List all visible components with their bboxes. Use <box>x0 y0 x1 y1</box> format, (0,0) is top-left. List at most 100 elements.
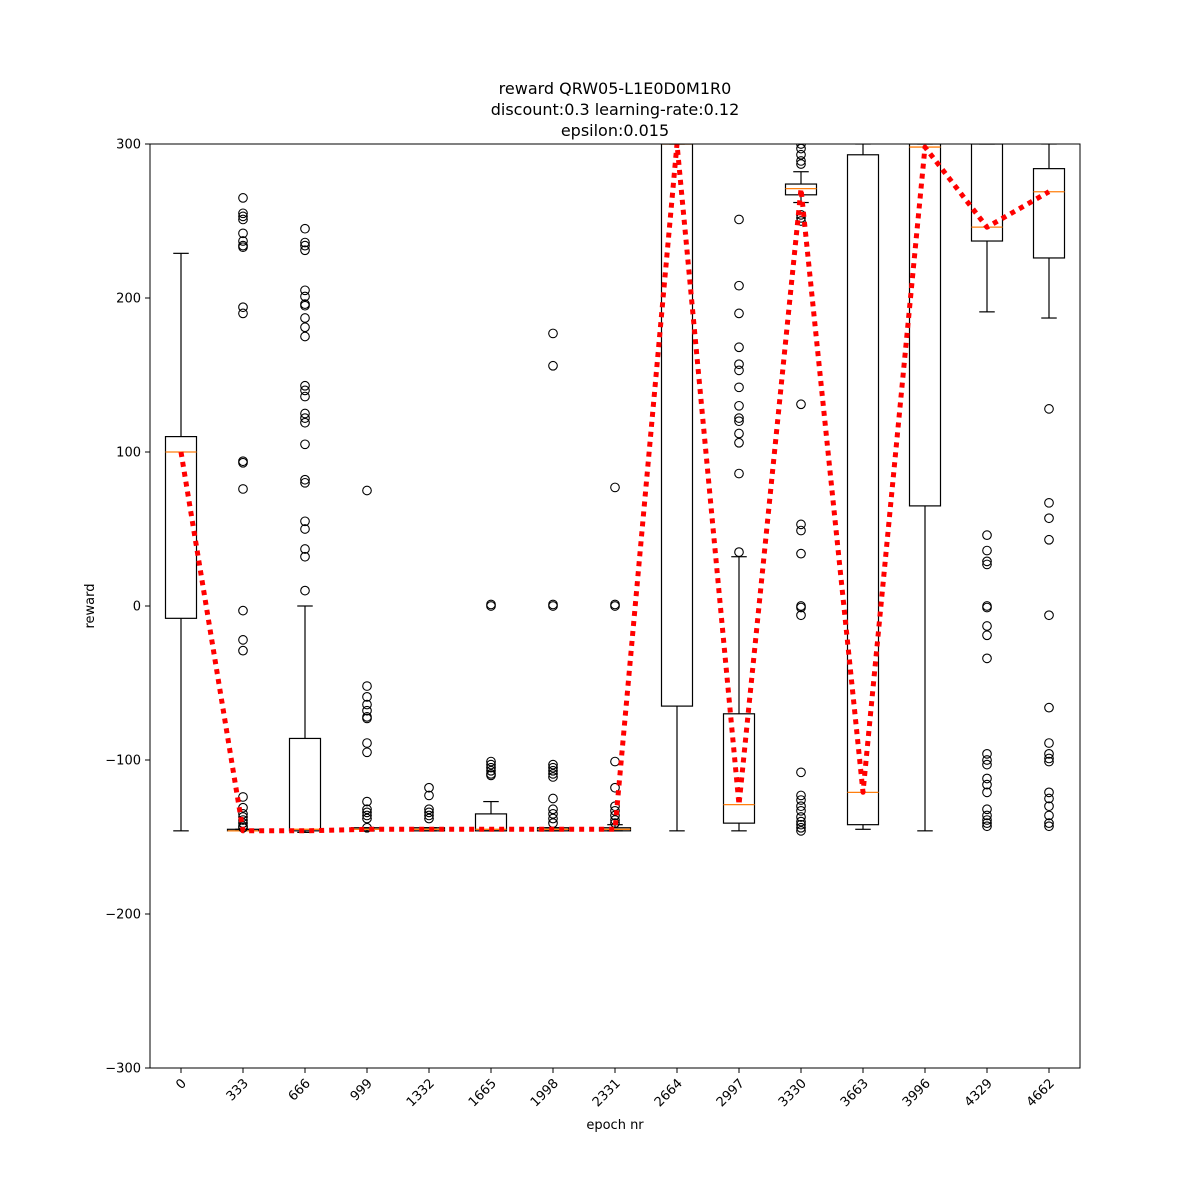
box-2664 <box>660 144 694 832</box>
outlier-point <box>982 787 992 798</box>
outlier-point <box>982 630 992 641</box>
box-body <box>1032 168 1066 259</box>
box-body <box>970 144 1004 242</box>
outlier-point <box>548 809 558 819</box>
outlier-point <box>734 365 744 376</box>
box-3330 <box>784 144 818 836</box>
outlier-point <box>300 245 310 256</box>
box-0 <box>164 252 198 832</box>
outlier-point <box>300 300 310 311</box>
x-tick-label: 4662 <box>1024 1076 1058 1110</box>
outlier-point <box>982 818 992 828</box>
outlier-point <box>982 755 992 765</box>
outlier-point <box>424 804 434 815</box>
outlier-point <box>486 756 496 767</box>
y-tick-label: −300 <box>105 1062 141 1077</box>
outlier-point <box>796 399 806 410</box>
outlier-point <box>486 601 496 611</box>
outlier-point <box>362 485 372 496</box>
outlier-point <box>300 240 310 251</box>
outlier-point <box>300 524 310 534</box>
y-axis-label: reward <box>83 583 98 628</box>
x-axis-label: epoch nr <box>586 1118 644 1133</box>
box-4662 <box>1032 144 1066 832</box>
outlier-point <box>424 790 434 801</box>
outlier-point <box>1044 793 1054 804</box>
outlier-point <box>982 621 992 631</box>
outlier-point <box>982 530 992 541</box>
outlier-point <box>796 805 806 816</box>
outlier-point <box>548 360 558 371</box>
outlier-point <box>424 813 434 824</box>
outlier-point <box>796 812 806 822</box>
outlier-point <box>734 416 744 427</box>
outlier-point <box>238 605 248 616</box>
outlier-point <box>796 156 806 166</box>
outlier-point <box>362 747 372 758</box>
outlier-point <box>362 796 372 807</box>
outlier-point <box>238 302 248 313</box>
outlier-point <box>238 208 248 219</box>
outlier-point <box>300 413 310 423</box>
outlier-point <box>796 525 806 536</box>
outlier-point <box>300 408 310 419</box>
outlier-point <box>238 645 248 656</box>
outlier-point <box>1044 753 1054 764</box>
outlier-point <box>734 382 744 393</box>
outlier-point <box>548 328 558 339</box>
outlier-point <box>548 772 558 782</box>
outlier-point <box>1044 738 1054 748</box>
box-body <box>846 154 880 826</box>
x-tick-label: 333 <box>224 1076 252 1104</box>
outlier-point <box>424 810 434 821</box>
outlier-point <box>796 144 806 149</box>
outlier-point <box>1044 404 1054 414</box>
x-axis: 0 333 666 999 1332 1665 1998 2331 2664 2997 3330 36… <box>173 1068 1058 1110</box>
x-tick-label: 1665 <box>466 1076 500 1110</box>
outlier-point <box>238 242 248 253</box>
outlier-point <box>982 559 992 570</box>
outlier-point <box>300 331 310 342</box>
outlier-point <box>300 417 310 428</box>
outlier-point <box>734 428 744 439</box>
x-tick-label: 3330 <box>776 1076 810 1110</box>
outlier-point <box>796 548 806 559</box>
outlier-point <box>796 816 806 827</box>
outlier-point <box>300 391 310 402</box>
outlier-point <box>300 285 310 296</box>
outlier-point <box>486 762 496 773</box>
outlier-point <box>734 400 744 411</box>
x-tick-label: 1998 <box>528 1076 562 1110</box>
x-tick-label: 999 <box>348 1076 376 1104</box>
outlier-point <box>548 813 558 824</box>
outlier-point <box>610 601 620 611</box>
outlier-point <box>610 482 620 493</box>
box-body <box>164 436 198 619</box>
outlier-point <box>796 801 806 812</box>
outlier-point <box>982 773 992 784</box>
outlier-point <box>238 236 248 246</box>
outlier-point <box>1044 748 1054 759</box>
outlier-point <box>362 681 372 691</box>
outlier-point <box>300 585 310 596</box>
y-tick-label: 300 <box>116 138 141 153</box>
outlier-point <box>238 193 248 203</box>
outlier-point <box>238 484 248 494</box>
box-body <box>288 737 322 832</box>
outlier-point <box>796 825 806 836</box>
outlier-point <box>548 804 558 815</box>
outlier-point <box>796 149 806 160</box>
outlier-point <box>982 545 992 556</box>
outlier-point <box>734 214 744 225</box>
outlier-point <box>300 223 310 234</box>
box-666 <box>288 223 322 833</box>
outlier-point <box>362 813 372 824</box>
outlier-point <box>300 439 310 450</box>
x-tick-label: 2331 <box>590 1076 624 1110</box>
outlier-point <box>362 692 372 702</box>
outlier-point <box>548 769 558 779</box>
outlier-point <box>362 810 372 821</box>
outlier-point <box>548 759 558 770</box>
outlier-point <box>1044 513 1054 524</box>
